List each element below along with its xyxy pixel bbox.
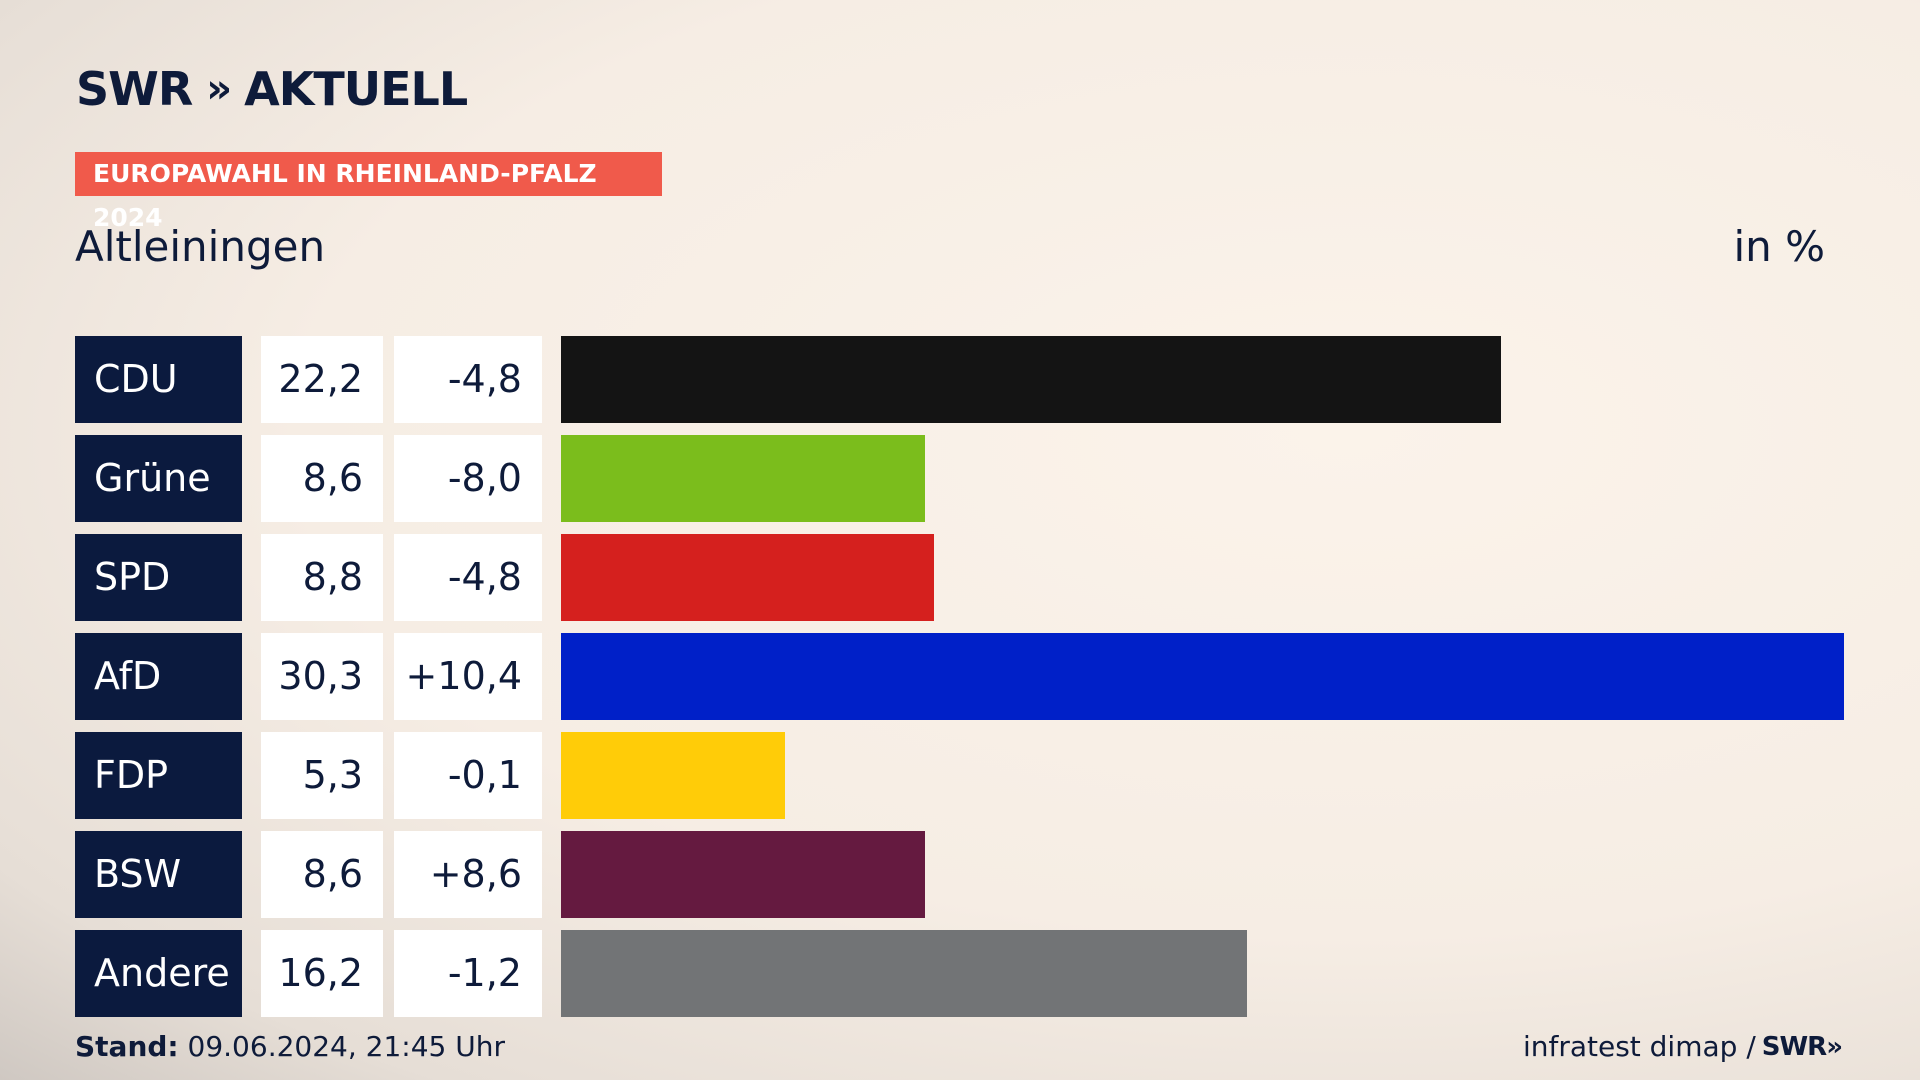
- party-label: Andere: [75, 930, 242, 1017]
- source-credit: infratest dimap / SWR»: [1522, 1030, 1843, 1063]
- result-row: SPD 8,8 -4,8: [75, 534, 1875, 621]
- result-row: CDU 22,2 -4,8: [75, 336, 1875, 423]
- election-tag: EUROPAWAHL IN RHEINLAND-PFALZ 2024: [75, 152, 662, 232]
- party-label: Grüne: [75, 435, 242, 522]
- logo-chevrons-icon: »: [206, 66, 232, 112]
- party-label: SPD: [75, 534, 242, 621]
- vote-share-label: 22,2: [261, 336, 383, 423]
- vote-share-label: 8,6: [261, 435, 383, 522]
- result-row: FDP 5,3 -0,1: [75, 732, 1875, 819]
- change-label: +10,4: [394, 633, 542, 720]
- source-text: infratest dimap /: [1522, 1030, 1756, 1063]
- vote-share-label: 5,3: [261, 732, 383, 819]
- stand-label: Stand:: [75, 1030, 179, 1063]
- party-label: AfD: [75, 633, 242, 720]
- vote-share-label: 8,6: [261, 831, 383, 918]
- change-label: -1,2: [394, 930, 542, 1017]
- result-row: Grüne 8,6 -8,0: [75, 435, 1875, 522]
- vote-share-label: 8,8: [261, 534, 383, 621]
- timestamp: Stand: 09.06.2024, 21:45 Uhr: [75, 1030, 505, 1063]
- vote-share-label: 30,3: [261, 633, 383, 720]
- result-row: Andere 16,2 -1,2: [75, 930, 1875, 1017]
- place-title: Altleiningen: [75, 222, 326, 271]
- unit-label: in %: [1733, 222, 1825, 271]
- result-bar: [561, 930, 1247, 1017]
- result-bar: [561, 633, 1844, 720]
- result-bar: [561, 336, 1501, 423]
- vote-share-label: 16,2: [261, 930, 383, 1017]
- result-bar: [561, 534, 934, 621]
- party-label: BSW: [75, 831, 242, 918]
- logo-suffix: AKTUELL: [244, 62, 468, 116]
- change-label: -4,8: [394, 336, 542, 423]
- result-row: AfD 30,3 +10,4: [75, 633, 1875, 720]
- change-label: -4,8: [394, 534, 542, 621]
- swr-aktuell-logo: SWR » AKTUELL: [76, 62, 468, 116]
- change-label: -0,1: [394, 732, 542, 819]
- party-label: FDP: [75, 732, 242, 819]
- result-bar: [561, 732, 785, 819]
- swr-mini-logo: SWR»: [1761, 1031, 1843, 1062]
- result-bar: [561, 435, 925, 522]
- result-bar: [561, 831, 925, 918]
- result-row: BSW 8,6 +8,6: [75, 831, 1875, 918]
- stand-value: 09.06.2024, 21:45 Uhr: [187, 1030, 505, 1063]
- change-label: +8,6: [394, 831, 542, 918]
- logo-swr-text: SWR: [76, 62, 193, 116]
- party-label: CDU: [75, 336, 242, 423]
- change-label: -8,0: [394, 435, 542, 522]
